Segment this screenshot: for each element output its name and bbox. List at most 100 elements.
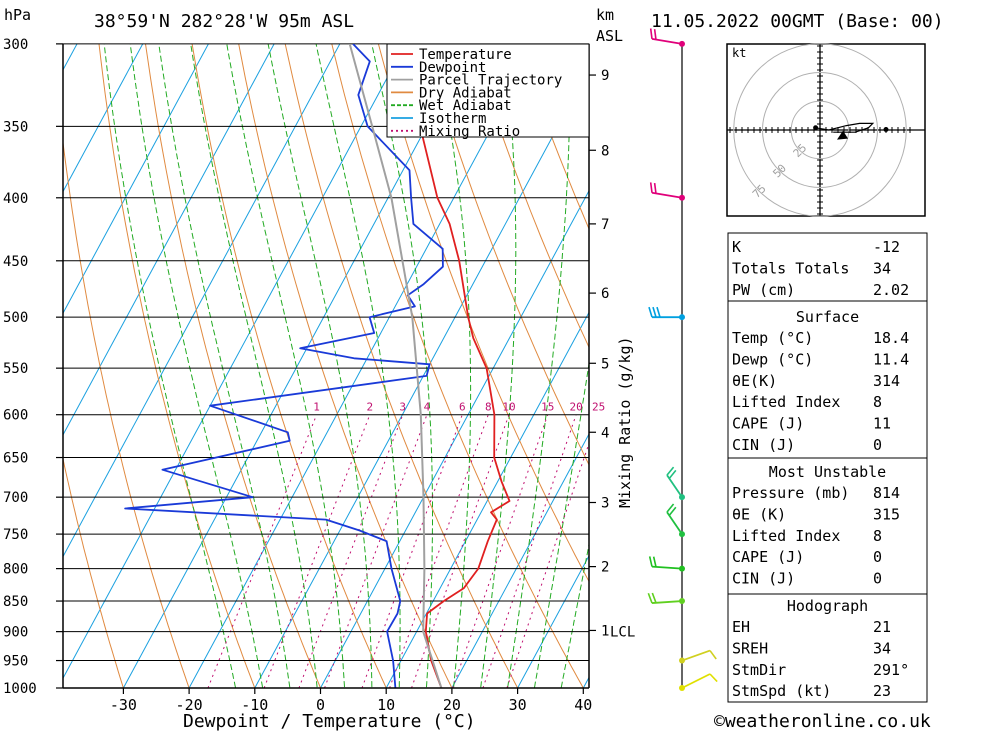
wind-barb-dot	[679, 565, 685, 572]
station-location: 38°59'N 282°28'W 95m ASL	[94, 11, 354, 32]
pressure-tick-label: 900	[3, 625, 28, 641]
mixing-ratio-label: 10	[502, 401, 515, 414]
dry-adiabat-line	[917, 7, 1000, 714]
wind-barb-staff	[666, 474, 683, 498]
isobar-grid	[63, 43, 589, 689]
temperature-tick-label: -10	[241, 696, 268, 714]
index-label: StmDir	[732, 661, 786, 679]
wind-barb-staff	[681, 649, 711, 662]
dry-adiabat-line	[191, 44, 387, 688]
index-label: K	[732, 238, 741, 256]
indices-section-box	[727, 300, 928, 459]
index-value: 34	[873, 259, 891, 277]
wet-adiabat-line	[371, 44, 433, 688]
pressure-tick-label: 550	[3, 361, 28, 377]
legend-label: Parcel Trajectory	[419, 73, 562, 89]
mixing-ratio-line	[389, 414, 489, 688]
indices-panel: K -12 Totals Totals 34 PW (cm) 2.02 Surface Tem…	[727, 232, 928, 703]
lcl-label: LCL	[610, 625, 635, 641]
pressure-tick-label: 800	[3, 562, 28, 578]
wet-adiabat-line	[507, 44, 571, 688]
index-value: 18.4	[873, 329, 909, 347]
pressure-tick-label: 350	[3, 119, 28, 135]
index-label: StmSpd (kt)	[732, 682, 831, 700]
hodograph-end-dot	[883, 127, 889, 132]
wet-adiabat-line	[158, 44, 291, 688]
mixing-ratio-label: 1	[313, 401, 320, 414]
isotherm-line	[451, 433, 589, 688]
wind-barb-staff	[666, 511, 683, 535]
pressure-tick-label: 950	[3, 654, 28, 670]
wind-barb-flag	[666, 503, 675, 513]
mixing-ratio-labels: 1 2 3 4 6 8 10 15 20 25	[313, 401, 605, 414]
hodograph-ring	[790, 100, 850, 160]
dewpoint-line	[124, 44, 444, 688]
index-label: CIN (J)	[732, 570, 795, 588]
hodograph-unit: kt	[732, 46, 746, 60]
index-label: θE(K)	[732, 372, 777, 390]
pressure-tick-label: 700	[3, 490, 28, 506]
mixing-ratio-line	[452, 414, 549, 688]
wind-barb-flag	[652, 556, 657, 568]
mixing-ratio-line	[263, 414, 371, 688]
wet-adiabat-line	[226, 44, 346, 688]
temperature-tick-label: 10	[377, 696, 395, 714]
index-label: Dewp (°C)	[732, 350, 813, 368]
wind-barb-staff	[651, 191, 683, 199]
index-label: Totals Totals	[732, 259, 849, 277]
height-tick-label: 6	[601, 286, 609, 302]
indices-section-title: Surface	[796, 308, 859, 326]
height-tick-label: 5	[601, 356, 609, 372]
index-value: 11.4	[873, 350, 909, 368]
height-tick-label: 1	[601, 623, 609, 639]
isotherm-line	[63, 44, 144, 193]
index-label: Lifted Index	[732, 527, 840, 545]
index-value: 34	[873, 639, 891, 657]
dry-adiabat-line	[424, 44, 589, 466]
temperature-tick-label: 0	[316, 696, 325, 714]
index-value: 23	[873, 682, 891, 700]
index-label: CAPE (J)	[732, 415, 804, 433]
wind-barb-flag	[653, 29, 657, 40]
index-value: 314	[873, 372, 900, 390]
isotherm-line	[63, 44, 407, 680]
index-label: Lifted Index	[732, 393, 840, 411]
index-label: EH	[732, 618, 750, 636]
index-label: CAPE (J)	[732, 548, 804, 566]
wet-adiabat-line	[315, 44, 401, 688]
height-tick-label: 9	[601, 68, 609, 84]
height-axis: 9 8 7 6 5 4 3 2 1 LCL	[589, 68, 635, 641]
temperature-line	[404, 44, 511, 688]
legend-label: Isotherm	[419, 111, 486, 127]
wind-barb-dot	[679, 314, 685, 321]
temperature-tick-label: 20	[443, 696, 461, 714]
wind-barb-staff	[651, 565, 683, 570]
dry-adiabat-line	[63, 456, 124, 688]
indices-section-title: Hodograph	[787, 597, 868, 615]
wind-barb-flag	[653, 182, 657, 194]
index-value: 21	[873, 618, 891, 636]
wind-barb-flag	[656, 306, 661, 318]
wind-barb-dot	[679, 657, 685, 664]
wet-adiabat-line	[129, 44, 264, 688]
pressure-tick-label: 600	[3, 408, 28, 424]
dry-adiabat-line	[145, 44, 322, 688]
wet-adiabat-line	[434, 44, 472, 688]
index-label: Temp (°C)	[732, 329, 813, 347]
index-label: θE (K)	[732, 505, 786, 523]
wet-adiabat-line	[103, 44, 237, 688]
index-value: 8	[873, 527, 882, 545]
height-tick-label: 7	[601, 217, 609, 233]
dry-adiabat-line	[471, 44, 589, 349]
isotherm-line	[385, 311, 589, 688]
isotherm-line	[63, 44, 275, 436]
index-value: 11	[873, 415, 891, 433]
legend-label: Mixing Ratio	[419, 124, 520, 140]
mixing-ratio-label: 3	[399, 401, 406, 414]
index-value: -12	[873, 238, 900, 256]
wet-adiabat-line	[480, 44, 517, 688]
isotherm-line	[63, 44, 209, 315]
height-asl-label: ASL	[596, 27, 623, 45]
wind-barb-staff	[651, 600, 683, 604]
hodograph-ring	[762, 72, 878, 188]
